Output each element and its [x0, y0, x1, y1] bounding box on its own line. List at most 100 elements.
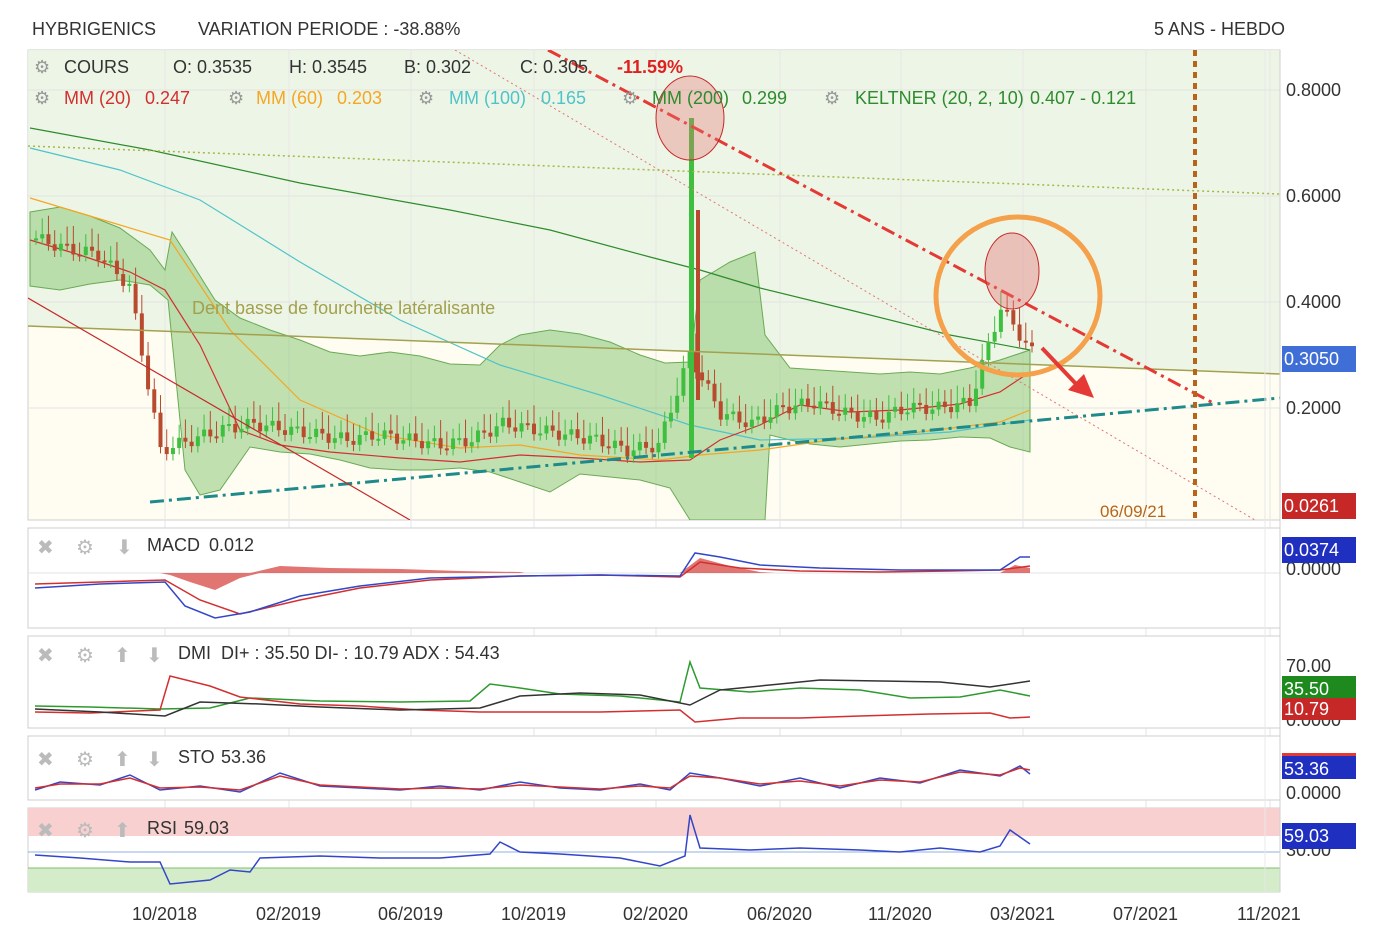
candle-body: [245, 418, 250, 429]
gear-icon[interactable]: ⚙: [622, 88, 639, 108]
candle-body: [482, 430, 487, 433]
support-trendline: [149, 396, 1280, 504]
candle-body: [177, 437, 182, 449]
candle-body: [326, 433, 331, 443]
mm20-line: [29, 239, 1031, 463]
candle-body: [812, 405, 817, 409]
dmi-values: DI+ : 35.50 DI- : 10.79 ADX : 54.43: [221, 643, 500, 663]
mm20-value: 0.247: [145, 88, 191, 108]
x-tick-label: 06/2020: [747, 904, 813, 924]
candle-body: [787, 406, 792, 414]
macd-tick: 0.0000: [1286, 559, 1342, 579]
candle-body: [1011, 310, 1016, 325]
candle-body: [413, 433, 418, 442]
arrow-up-icon[interactable]: ⬆: [114, 749, 131, 771]
candle-body: [475, 430, 480, 443]
candle-body: [239, 428, 244, 433]
candle-body: [1030, 342, 1034, 347]
close-icon[interactable]: ✖: [37, 820, 54, 842]
candle-body: [451, 438, 456, 450]
candle-body: [251, 418, 256, 423]
candle-body: [606, 446, 611, 449]
candle-body: [307, 437, 312, 440]
close-icon[interactable]: ✖: [37, 749, 54, 771]
candle-body: [370, 431, 375, 440]
candle-body: [855, 412, 860, 422]
candle-body: [681, 368, 686, 396]
candle-body: [419, 441, 424, 449]
keltner-value: 0.407 - 0.121: [1030, 88, 1137, 108]
candle-body: [961, 397, 966, 404]
candle-body: [644, 441, 649, 448]
candle-body: [127, 283, 132, 286]
upper-dotted-line: [28, 145, 1280, 195]
arrow-up-icon[interactable]: ⬆: [114, 820, 131, 842]
candle-body: [83, 246, 88, 256]
candle-body: [457, 438, 462, 441]
candle-body: [569, 429, 574, 435]
di-minus-box: 10.79: [1282, 698, 1356, 720]
gear-icon[interactable]: ⚙: [228, 88, 245, 108]
arrow-down-icon[interactable]: ⬇: [146, 645, 163, 667]
gear-icon[interactable]: ⚙: [824, 88, 841, 108]
last-price-box: 0.3050: [1282, 346, 1356, 372]
gear-icon[interactable]: ⚙: [76, 537, 94, 559]
candle-body: [774, 405, 779, 418]
candle-body: [102, 260, 107, 263]
candle-body: [195, 436, 200, 447]
candle-body: [880, 419, 885, 423]
candle-body: [675, 395, 680, 413]
gear-icon[interactable]: ⚙: [418, 88, 435, 108]
candle-body: [351, 440, 356, 445]
candle-body: [401, 440, 406, 444]
candle-body: [77, 254, 82, 257]
arrow-down-icon[interactable]: ⬇: [116, 537, 133, 559]
dmi-tick: 70.00: [1286, 656, 1332, 676]
gear-icon[interactable]: ⚙: [76, 645, 94, 667]
candle-body: [693, 351, 698, 373]
candle-body: [625, 445, 630, 457]
candle-body: [749, 419, 754, 428]
candle-body: [264, 425, 269, 432]
rsi-oversold-zone: [28, 868, 1280, 892]
candle-body: [973, 388, 978, 406]
arrow-down-icon[interactable]: ⬇: [146, 749, 163, 771]
gear-icon[interactable]: ⚙: [34, 57, 51, 77]
candle-body: [874, 411, 879, 420]
candle-body: [662, 421, 667, 443]
candle-body: [276, 420, 281, 431]
gear-icon[interactable]: ⚙: [76, 749, 94, 771]
gear-icon[interactable]: ⚙: [76, 820, 94, 842]
x-tick-label: 07/2021: [1113, 904, 1179, 924]
x-tick-label: 11/2021: [1237, 904, 1301, 924]
arrow-up-icon[interactable]: ⬆: [114, 645, 131, 667]
mm100-value: 0.165: [541, 88, 587, 108]
mm20-label: MM (20): [64, 88, 131, 108]
candle-body: [1005, 309, 1010, 312]
candle-body: [525, 423, 530, 426]
mm200-line: [29, 127, 1031, 351]
close-icon[interactable]: ✖: [37, 537, 54, 559]
candle-body: [588, 435, 593, 444]
candle-body: [146, 355, 151, 390]
candle-body: [426, 441, 431, 449]
close-icon[interactable]: ✖: [37, 645, 54, 667]
candle-body: [899, 406, 904, 415]
candle-body: [332, 438, 337, 443]
old-downtrend-line: [28, 297, 411, 520]
candle-body: [650, 447, 655, 453]
sto-value: 53.36: [221, 747, 267, 767]
candle-body: [843, 407, 848, 415]
candle-body: [382, 430, 387, 439]
candle-body: [270, 420, 275, 426]
price-tick: 0.8000: [1286, 80, 1342, 100]
candle-body: [158, 412, 163, 448]
gear-icon[interactable]: ⚙: [34, 88, 51, 108]
period-selector[interactable]: 5 ANS - HEBDO: [1154, 19, 1286, 39]
candle-body: [668, 412, 673, 422]
keltner-label: KELTNER (20, 2, 10): [855, 88, 1024, 108]
candle-body: [438, 438, 443, 449]
macd-label: MACD: [147, 535, 200, 555]
candle-body: [34, 238, 38, 241]
